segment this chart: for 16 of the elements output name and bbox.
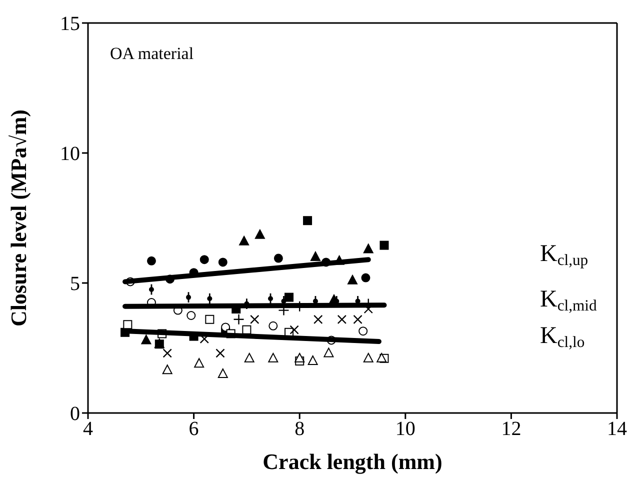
x-tick-label: 10 xyxy=(395,418,416,440)
x-tick-label: 14 xyxy=(607,418,627,440)
x-axis-title: Crack length (mm) xyxy=(262,449,442,474)
y-tick-label: 10 xyxy=(60,143,80,166)
text: K$_{cl,lo}$ xyxy=(540,322,585,351)
y-tick-label: 15 xyxy=(60,13,80,36)
annotation: OA material xyxy=(110,44,194,64)
text: K$_{cl,up}$ xyxy=(540,240,588,270)
y-axis-title: Closure level (MPa√m) xyxy=(6,110,31,326)
text: K$_{cl,mid}$ xyxy=(540,286,597,315)
x-tick-label: 8 xyxy=(294,418,305,440)
y-tick-label: 0 xyxy=(70,403,80,426)
y-tick-label: 5 xyxy=(70,273,80,296)
x-tick-label: 12 xyxy=(501,418,522,440)
x-tick-label: 4 xyxy=(83,418,93,440)
x-tick-label: 6 xyxy=(188,418,199,440)
